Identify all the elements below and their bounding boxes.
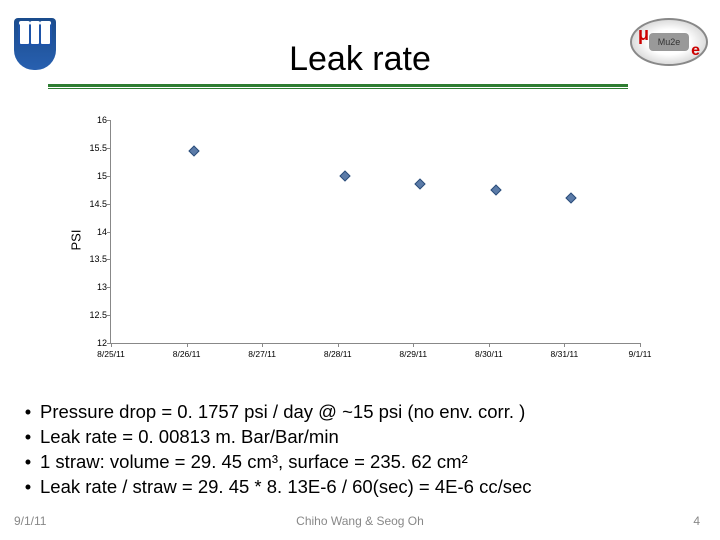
- chart-plot-area: 1212.51313.51414.51515.5168/25/118/26/11…: [110, 120, 640, 344]
- chart-ytick-label: 12: [77, 338, 107, 348]
- footer-right: 4: [693, 514, 700, 528]
- chart-ytick-label: 14.5: [77, 199, 107, 209]
- bullet-list: •Pressure drop = 0. 1757 psi / day @ ~15…: [16, 400, 708, 500]
- bullet-row: •Pressure drop = 0. 1757 psi / day @ ~15…: [16, 400, 708, 425]
- chart-ytick-label: 16: [77, 115, 107, 125]
- bullet-dot: •: [16, 400, 40, 425]
- chart-ytick-label: 13.5: [77, 254, 107, 264]
- ellipse-icon: μ Mu2e e: [630, 18, 708, 66]
- chart-xtick-label: 8/26/11: [173, 349, 201, 359]
- e-symbol: e: [691, 42, 700, 60]
- mu-symbol: μ: [638, 24, 649, 45]
- chart-ytick-label: 13: [77, 282, 107, 292]
- header-rule: [48, 84, 628, 90]
- chart-ytick-label: 14: [77, 227, 107, 237]
- chart-xtick-label: 8/29/11: [399, 349, 427, 359]
- bullet-text: Leak rate = 0. 00813 m. Bar/Bar/min: [40, 425, 339, 450]
- footer-left: 9/1/11: [14, 514, 46, 528]
- chart-xtick-label: 8/27/11: [248, 349, 276, 359]
- bullet-text: Pressure drop = 0. 1757 psi / day @ ~15 …: [40, 400, 525, 425]
- chart-xtick-label: 8/30/11: [475, 349, 503, 359]
- bullet-dot: •: [16, 425, 40, 450]
- page-title: Leak rate: [289, 40, 431, 79]
- bullet-row: •Leak rate = 0. 00813 m. Bar/Bar/min: [16, 425, 708, 450]
- bullet-row: •Leak rate / straw = 29. 45 * 8. 13E-6 /…: [16, 475, 708, 500]
- footer-center: Chiho Wang & Seog Oh: [296, 514, 424, 528]
- chart-data-point: [415, 178, 426, 189]
- left-logo: [14, 18, 56, 70]
- bullet-dot: •: [16, 450, 40, 475]
- slide-footer: 9/1/11 Chiho Wang & Seog Oh 4: [0, 514, 720, 534]
- chart-ytick-label: 12.5: [77, 310, 107, 320]
- right-logo: μ Mu2e e: [630, 18, 708, 66]
- chart-xtick-label: 8/25/11: [97, 349, 125, 359]
- chart-ytick-label: 15: [77, 171, 107, 181]
- bullet-text: 1 straw: volume = 29. 45 cm³, surface = …: [40, 450, 468, 475]
- bullet-row: •1 straw: volume = 29. 45 cm³, surface =…: [16, 450, 708, 475]
- psi-chart: PSI 1212.51313.51414.51515.5168/25/118/2…: [76, 114, 646, 366]
- bullet-dot: •: [16, 475, 40, 500]
- chart-data-point: [566, 192, 577, 203]
- shield-icon: [14, 18, 56, 70]
- bullet-text: Leak rate / straw = 29. 45 * 8. 13E-6 / …: [40, 475, 532, 500]
- chart-xtick-label: 8/28/11: [324, 349, 352, 359]
- chart-ytick-label: 15.5: [77, 143, 107, 153]
- chart-xtick-label: 9/1/11: [628, 349, 651, 359]
- chart-data-point: [339, 170, 350, 181]
- slide-header: Leak rate μ Mu2e e: [0, 0, 720, 96]
- chart-xtick-label: 8/31/11: [551, 349, 579, 359]
- chart-data-point: [490, 184, 501, 195]
- logo-center-label: Mu2e: [649, 33, 689, 51]
- chart-data-point: [188, 145, 199, 156]
